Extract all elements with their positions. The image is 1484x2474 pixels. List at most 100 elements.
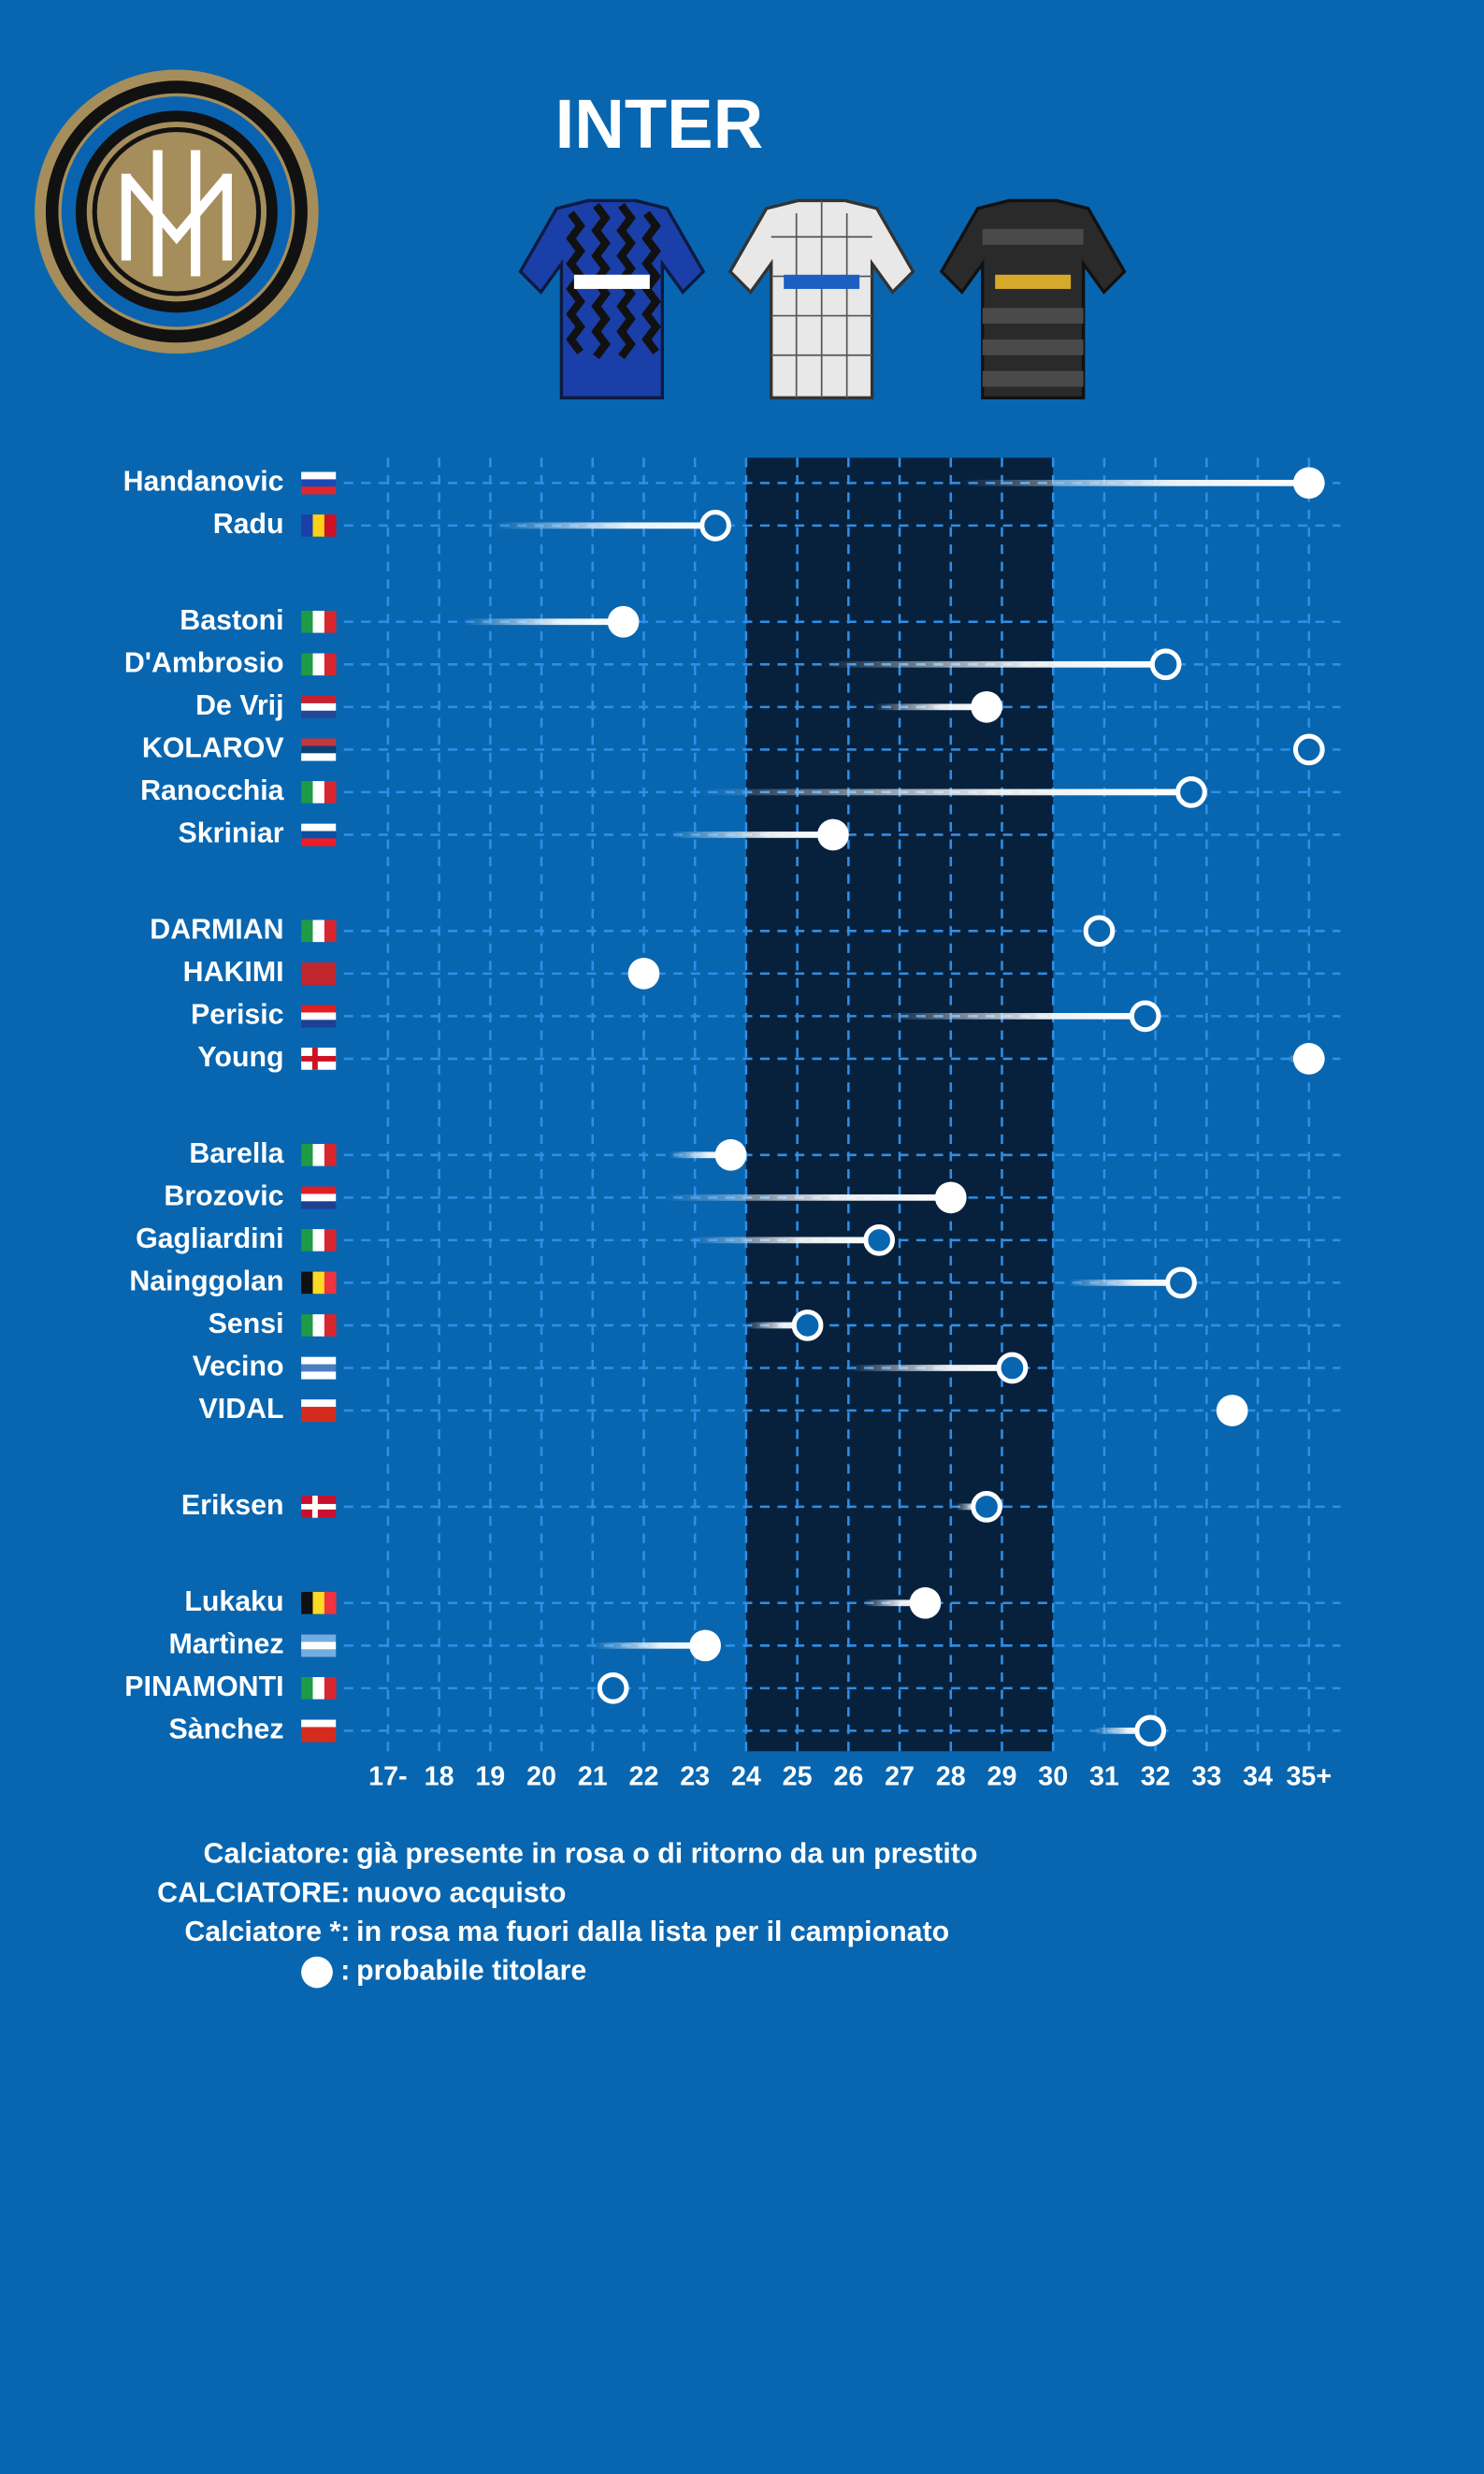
flag	[301, 471, 337, 495]
flag-stripe	[301, 702, 337, 712]
x-tick-label: 25	[783, 1762, 813, 1792]
player-dot	[1083, 915, 1116, 948]
flag	[301, 696, 337, 718]
x-tick-label: 29	[987, 1762, 1017, 1792]
flag-cross	[301, 1055, 337, 1062]
flag-stripe	[301, 962, 337, 971]
player-dot	[1149, 648, 1182, 681]
legend-label: Calciatore *:	[184, 1917, 350, 1947]
flag-stripe	[301, 1356, 337, 1365]
tenure-tail	[664, 1194, 951, 1201]
flag-stripe	[301, 977, 337, 985]
flag	[301, 1229, 337, 1251]
flag-stripe	[301, 1271, 313, 1295]
tenure-tail	[1093, 1728, 1151, 1734]
flag-stripe	[301, 710, 337, 718]
tenure-tail	[884, 1013, 1145, 1020]
player-name: VIDAL	[199, 1394, 284, 1425]
flag	[301, 919, 337, 943]
club-logo	[35, 69, 319, 354]
legend-text: probabile titolare	[356, 1956, 586, 1987]
flag-stripe	[324, 1143, 337, 1166]
player-dot	[597, 1671, 629, 1704]
flag	[301, 1005, 337, 1028]
flag-stripe	[301, 1677, 313, 1700]
player-name: Brozovic	[164, 1180, 283, 1211]
flag-stripe	[312, 514, 325, 537]
flag-stripe	[301, 1229, 313, 1251]
starter-dot	[909, 1586, 942, 1619]
x-tick-label: 22	[629, 1762, 659, 1792]
player-name: Nainggolan	[129, 1266, 283, 1296]
flag-stripe	[301, 1727, 337, 1735]
x-tick-label: 17-	[368, 1762, 407, 1792]
player-name: Sànchez	[168, 1714, 283, 1744]
flag	[301, 1399, 337, 1423]
player-dot	[971, 1491, 1002, 1523]
flag	[301, 1356, 337, 1380]
flag-stripe	[312, 781, 325, 803]
flag-stripe	[301, 919, 313, 943]
flag-stripe	[312, 610, 325, 633]
flag-stripe	[324, 514, 337, 537]
x-tick-label: 24	[731, 1762, 761, 1792]
player-dot	[1292, 733, 1325, 766]
player-name: De Vrij	[195, 690, 283, 721]
flag-cross	[301, 1503, 337, 1510]
tenure-tail	[873, 703, 987, 711]
flag	[301, 962, 337, 985]
tenure-tail	[495, 522, 716, 529]
flag-stripe	[312, 1677, 325, 1700]
starter-dot	[714, 1138, 747, 1171]
flag-stripe	[301, 1186, 337, 1194]
flag-stripe	[312, 653, 325, 676]
flag-stripe	[301, 471, 337, 480]
x-tick-label: 31	[1089, 1762, 1119, 1792]
flag-stripe	[301, 1642, 337, 1650]
flag-stripe	[301, 838, 337, 846]
flag	[301, 514, 337, 537]
starter-dot	[627, 957, 660, 990]
x-tick-label: 27	[885, 1762, 915, 1792]
player-name: Gagliardini	[136, 1223, 284, 1254]
player-dot	[996, 1352, 1029, 1384]
flag	[301, 1677, 337, 1700]
x-tick-label: 23	[680, 1762, 710, 1792]
starter-dot	[1292, 467, 1325, 499]
flag-stripe	[301, 1005, 337, 1013]
player-name: Bastoni	[180, 605, 283, 636]
x-tick-label: 30	[1038, 1762, 1068, 1792]
player-dot	[1165, 1266, 1197, 1299]
player-name: Handanovic	[123, 466, 284, 497]
flag-stripe	[312, 1143, 325, 1166]
starter-dot	[934, 1181, 967, 1214]
flag-stripe	[301, 610, 313, 633]
flag-stripe	[301, 753, 337, 761]
x-tick-label: 34	[1243, 1762, 1273, 1792]
player-name: Sensi	[209, 1309, 284, 1339]
legend-label: CALCIATORE:	[157, 1877, 350, 1908]
player-name: Lukaku	[184, 1586, 283, 1617]
tenure-tail	[464, 618, 624, 626]
x-tick-label: 35+	[1286, 1762, 1332, 1792]
player-name: Skriniar	[179, 817, 284, 848]
starter-dot	[1216, 1395, 1248, 1426]
player-name: DARMIAN	[150, 914, 283, 945]
tenure-tail	[699, 788, 1191, 796]
x-tick-label: 19	[475, 1762, 505, 1792]
flag-stripe	[301, 479, 337, 487]
flag	[301, 1186, 337, 1209]
flag	[301, 1143, 337, 1166]
flag-stripe	[301, 738, 337, 746]
player-name: Young	[197, 1042, 283, 1073]
flag-stripe	[301, 653, 313, 676]
tenure-tail	[848, 1365, 1013, 1371]
flag-stripe	[324, 1229, 337, 1251]
flag	[301, 653, 337, 676]
legend-text: nuovo acquisto	[356, 1877, 566, 1908]
flag	[301, 1496, 337, 1518]
tenure-tail	[863, 1599, 926, 1607]
flag-stripe	[301, 781, 313, 803]
